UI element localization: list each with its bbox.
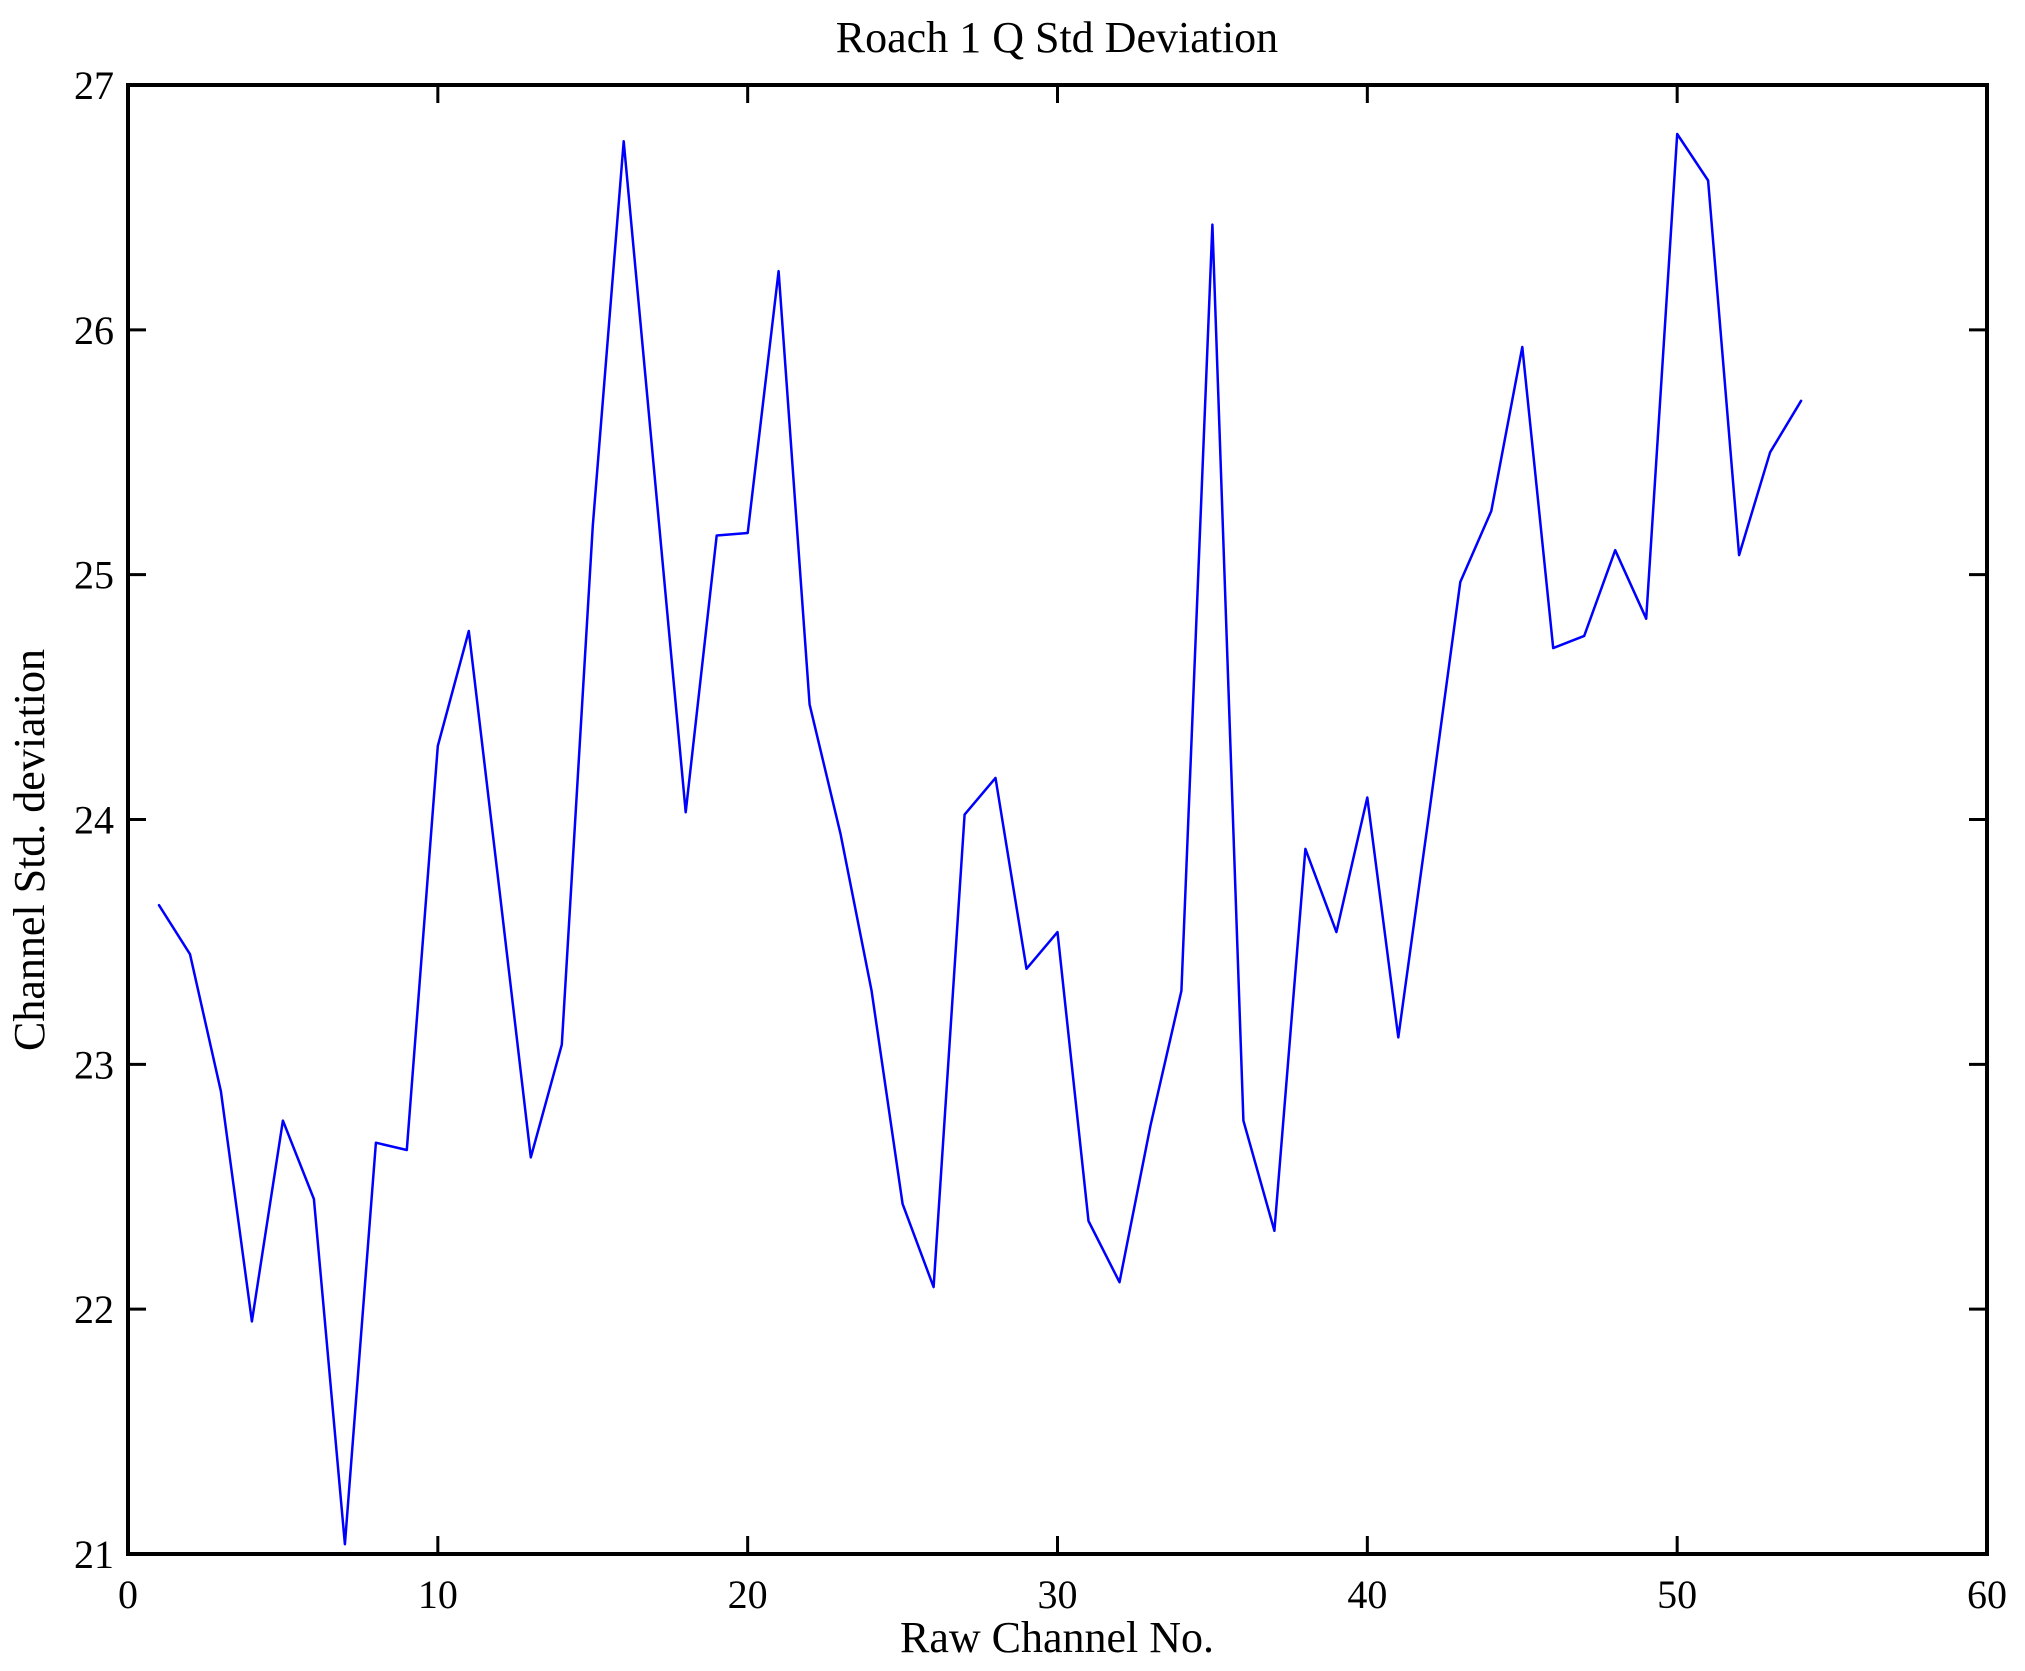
- y-tick-label: 22: [74, 1287, 114, 1332]
- y-tick-label: 23: [74, 1042, 114, 1087]
- y-tick-label: 21: [74, 1532, 114, 1577]
- tick-labels-group: 0 10 20 30 40 50 60 21 22 23 24 25 26 27: [74, 63, 2007, 1617]
- y-tick-label: 27: [74, 63, 114, 108]
- x-tick-label: 10: [418, 1572, 458, 1617]
- chart-title: Roach 1 Q Std Deviation: [836, 13, 1278, 62]
- data-series-group: [157, 132, 1803, 1546]
- y-tick-label: 25: [74, 553, 114, 598]
- plot-box-border: [126, 83, 1989, 1556]
- x-tick-label: 0: [118, 1572, 138, 1617]
- y-axis-label: Channel Std. deviation: [5, 649, 54, 1051]
- x-tick-label: 40: [1347, 1572, 1387, 1617]
- x-tick-label: 60: [1967, 1572, 2007, 1617]
- axis-ticks-group: [126, 83, 1989, 1556]
- y-tick-label: 26: [74, 308, 114, 353]
- x-tick-label: 50: [1657, 1572, 1697, 1617]
- x-tick-label: 30: [1038, 1572, 1078, 1617]
- x-axis-label: Raw Channel No.: [900, 1613, 1214, 1662]
- x-tick-label: 20: [728, 1572, 768, 1617]
- y-tick-label: 24: [74, 798, 114, 843]
- std-deviation-line: [157, 132, 1803, 1546]
